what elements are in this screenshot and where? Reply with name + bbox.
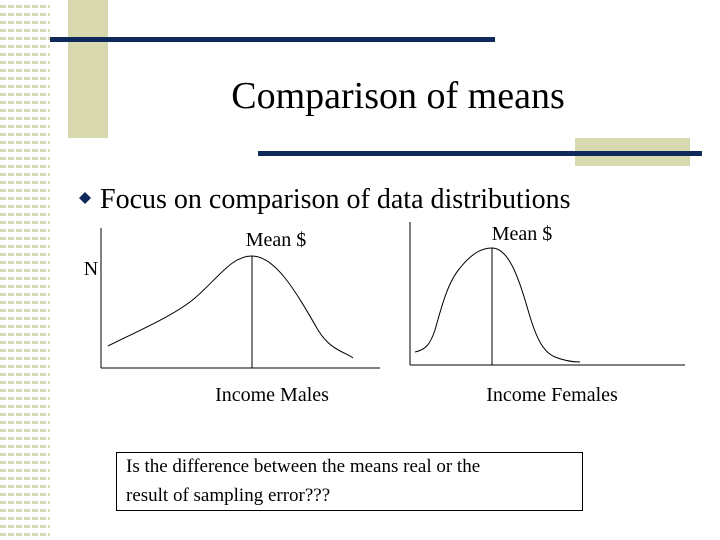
border-stripes-overlay <box>0 0 50 540</box>
note-line: Is the difference between the means real… <box>126 456 480 477</box>
y-label: N <box>84 258 98 280</box>
x-label: Income Females <box>486 384 618 406</box>
right-graph <box>409 222 685 366</box>
mean-label: Mean $ <box>492 223 553 245</box>
curve <box>107 255 354 359</box>
bullet-text: Focus on comparison of data distribution… <box>100 184 571 215</box>
note-box <box>116 452 583 511</box>
curve <box>414 247 581 363</box>
bullet-icon <box>79 192 91 204</box>
mean-label: Mean $ <box>246 229 307 251</box>
deco-bar <box>258 151 702 156</box>
slide-title: Comparison of means <box>231 75 565 117</box>
deco-block <box>68 0 108 138</box>
note-line: result of sampling error??? <box>126 485 330 506</box>
x-label: Income Males <box>215 384 329 406</box>
deco-bar <box>50 37 495 42</box>
left-graph <box>100 228 380 369</box>
